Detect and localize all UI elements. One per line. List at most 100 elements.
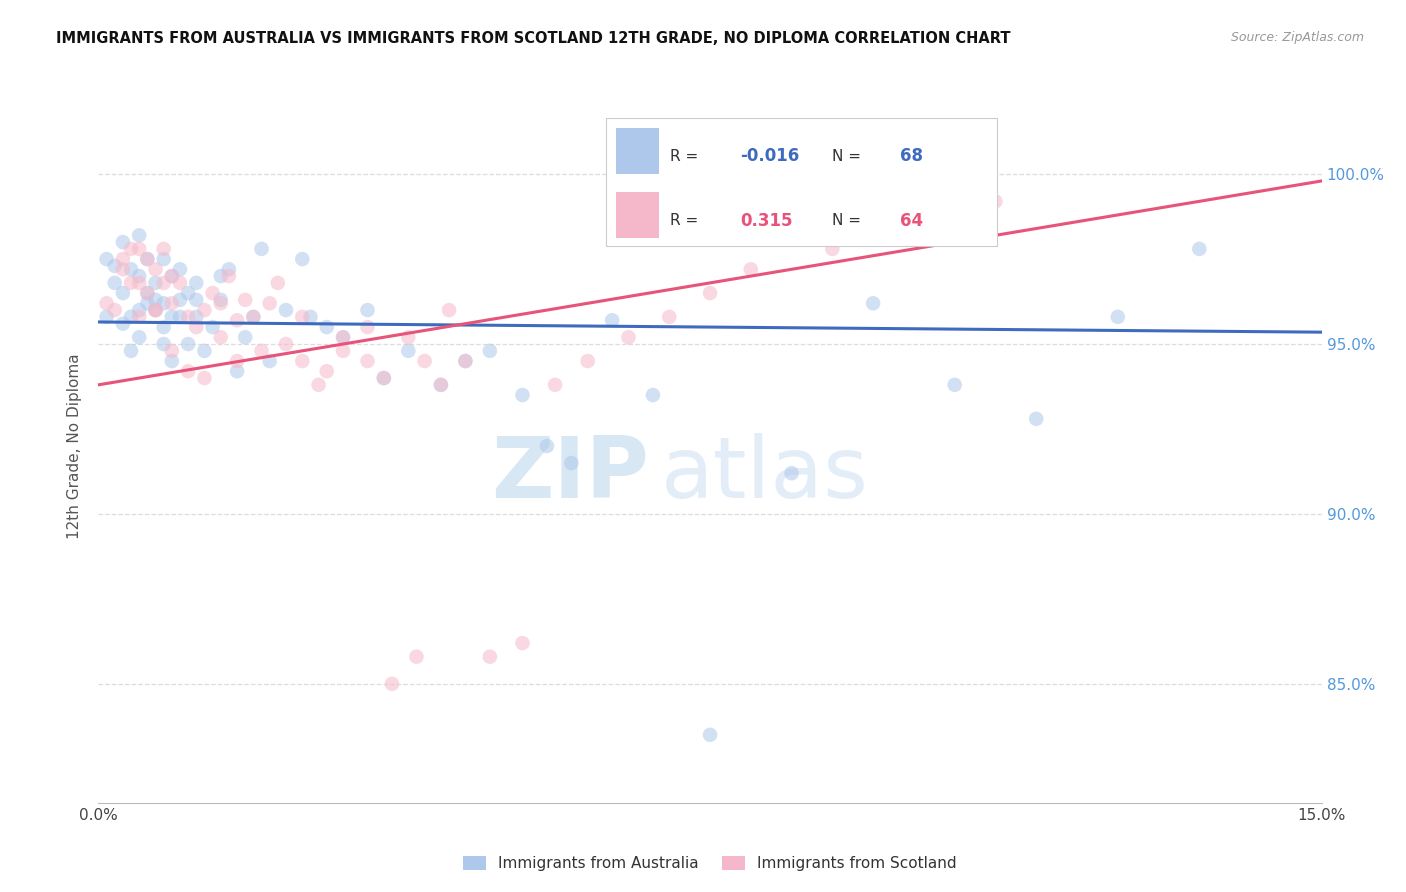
Point bbox=[250, 242, 273, 256]
Point bbox=[454, 354, 477, 368]
Point bbox=[478, 649, 501, 664]
Point bbox=[984, 194, 1007, 209]
Point bbox=[396, 330, 419, 344]
Point bbox=[454, 354, 477, 368]
Point bbox=[193, 371, 215, 385]
Text: 0.315: 0.315 bbox=[741, 211, 793, 229]
Point bbox=[145, 276, 167, 290]
Text: IMMIGRANTS FROM AUSTRALIA VS IMMIGRANTS FROM SCOTLAND 12TH GRADE, NO DIPLOMA COR: IMMIGRANTS FROM AUSTRALIA VS IMMIGRANTS … bbox=[56, 31, 1011, 46]
Point bbox=[658, 310, 681, 324]
Point bbox=[160, 310, 183, 324]
Point bbox=[111, 286, 134, 301]
Point bbox=[740, 262, 762, 277]
Text: N =: N = bbox=[832, 149, 866, 164]
Text: Source: ZipAtlas.com: Source: ZipAtlas.com bbox=[1230, 31, 1364, 45]
Y-axis label: 12th Grade, No Diploma: 12th Grade, No Diploma bbox=[67, 353, 83, 539]
Point bbox=[1025, 412, 1047, 426]
Point bbox=[104, 276, 127, 290]
Point bbox=[315, 320, 337, 334]
Point bbox=[177, 364, 200, 378]
Point bbox=[186, 310, 208, 324]
Point bbox=[299, 310, 322, 324]
Point bbox=[291, 354, 314, 368]
Text: R =: R = bbox=[669, 149, 703, 164]
Point bbox=[120, 262, 142, 277]
Point bbox=[242, 310, 264, 324]
Point bbox=[821, 242, 844, 256]
Point bbox=[120, 310, 142, 324]
Point bbox=[169, 276, 191, 290]
Point bbox=[356, 320, 378, 334]
Point bbox=[177, 286, 200, 301]
Point bbox=[218, 269, 240, 284]
Point bbox=[145, 293, 167, 307]
Point bbox=[145, 303, 167, 318]
Point bbox=[437, 303, 460, 318]
Point bbox=[512, 388, 534, 402]
Point bbox=[226, 364, 249, 378]
Point bbox=[699, 286, 721, 301]
Point bbox=[152, 320, 174, 334]
Point bbox=[104, 259, 127, 273]
Point bbox=[169, 262, 191, 277]
Point bbox=[291, 310, 314, 324]
FancyBboxPatch shape bbox=[616, 128, 658, 174]
Point bbox=[356, 303, 378, 318]
Point bbox=[128, 310, 150, 324]
Point bbox=[226, 354, 249, 368]
Point bbox=[152, 252, 174, 266]
Point bbox=[193, 343, 215, 358]
Point bbox=[111, 317, 134, 331]
Point bbox=[145, 303, 167, 318]
Point bbox=[332, 330, 354, 344]
Point bbox=[259, 296, 281, 310]
Point bbox=[617, 330, 640, 344]
Point bbox=[136, 252, 159, 266]
Point bbox=[120, 242, 142, 256]
Point bbox=[250, 343, 273, 358]
Point bbox=[233, 330, 256, 344]
Point bbox=[209, 330, 232, 344]
Point bbox=[160, 269, 183, 284]
Point bbox=[381, 677, 404, 691]
Point bbox=[560, 456, 582, 470]
Text: N =: N = bbox=[832, 213, 866, 228]
Text: -0.016: -0.016 bbox=[741, 147, 800, 165]
Point bbox=[111, 252, 134, 266]
Point bbox=[96, 296, 118, 310]
Point bbox=[128, 330, 150, 344]
Point bbox=[218, 262, 240, 277]
Point bbox=[128, 276, 150, 290]
Point bbox=[373, 371, 395, 385]
Point bbox=[536, 439, 558, 453]
Point bbox=[315, 364, 337, 378]
Point bbox=[120, 343, 142, 358]
Point bbox=[160, 354, 183, 368]
Point bbox=[186, 293, 208, 307]
Point bbox=[780, 466, 803, 480]
Point bbox=[152, 242, 174, 256]
Point bbox=[160, 269, 183, 284]
Point bbox=[160, 296, 183, 310]
Text: 68: 68 bbox=[900, 147, 922, 165]
Point bbox=[111, 235, 134, 249]
Point bbox=[96, 310, 118, 324]
Point bbox=[332, 330, 354, 344]
Point bbox=[136, 286, 159, 301]
Point bbox=[259, 354, 281, 368]
Point bbox=[136, 286, 159, 301]
Point bbox=[128, 303, 150, 318]
Point bbox=[332, 343, 354, 358]
Point bbox=[233, 293, 256, 307]
Text: 64: 64 bbox=[900, 211, 922, 229]
Point bbox=[291, 252, 314, 266]
Point bbox=[169, 310, 191, 324]
Point bbox=[201, 320, 224, 334]
Point bbox=[152, 276, 174, 290]
Text: ZIP: ZIP bbox=[491, 433, 650, 516]
Point bbox=[186, 320, 208, 334]
Point bbox=[209, 269, 232, 284]
Point bbox=[413, 354, 436, 368]
Point bbox=[136, 252, 159, 266]
Point bbox=[145, 303, 167, 318]
